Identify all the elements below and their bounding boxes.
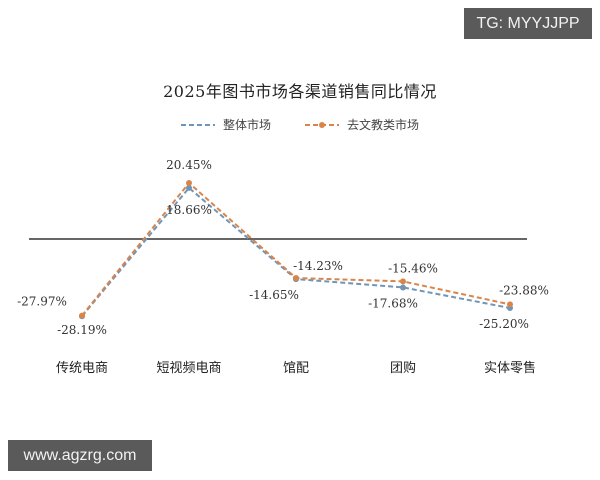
data-value-label: -17.68% — [368, 296, 418, 310]
x-axis-labels: 传统电商 短视频电商 馆配 团购 实体零售 — [56, 360, 536, 376]
data-value-label: 20.45% — [166, 158, 212, 172]
data-point-marker — [400, 284, 406, 291]
data-value-label: -27.97% — [17, 295, 67, 309]
legend-item-excluding-edu: 去文教类市场 — [305, 116, 419, 133]
data-point-marker — [186, 179, 192, 186]
data-value-label: -25.20% — [479, 317, 529, 331]
x-axis-category-label: 馆配 — [283, 361, 309, 376]
data-point-marker — [400, 278, 406, 285]
dashed-line-blue-icon — [180, 123, 215, 126]
legend-item-overall: 整体市场 — [180, 116, 271, 133]
chart-title: 2025年图书市场各渠道销售同比情况 — [163, 82, 437, 101]
data-point-marker — [79, 312, 85, 319]
value-labels: -28.19% 18.66% -14.65% -17.68% -25.20% -27.97… — [17, 158, 549, 337]
data-value-label: -23.88% — [499, 283, 549, 297]
x-axis-category-label: 团购 — [390, 360, 416, 376]
data-point-marker — [293, 274, 299, 281]
data-point-marker — [186, 184, 192, 191]
legend-label-excluding-edu: 去文教类市场 — [347, 118, 420, 132]
series-markers-excluding-edu — [79, 179, 513, 319]
x-axis-category-label: 短视频电商 — [156, 361, 221, 376]
data-value-label: -14.65% — [249, 288, 299, 302]
data-value-label: 18.66% — [166, 203, 212, 217]
chart-legend: 整体市场 去文教类市场 — [0, 116, 600, 133]
watermark-website: www.agzrg.com — [8, 440, 152, 471]
data-value-label: -15.46% — [388, 261, 438, 275]
data-value-label: -28.19% — [57, 323, 107, 337]
data-value-label: -14.23% — [293, 259, 343, 273]
x-axis-category-label: 传统电商 — [56, 361, 108, 376]
data-point-marker — [507, 301, 513, 308]
legend-label-overall: 整体市场 — [222, 118, 271, 132]
x-axis-category-label: 实体零售 — [484, 360, 536, 376]
watermark-tg: TG: MYYJJPP — [464, 8, 592, 39]
dashed-line-orange-marker-icon — [305, 121, 339, 128]
